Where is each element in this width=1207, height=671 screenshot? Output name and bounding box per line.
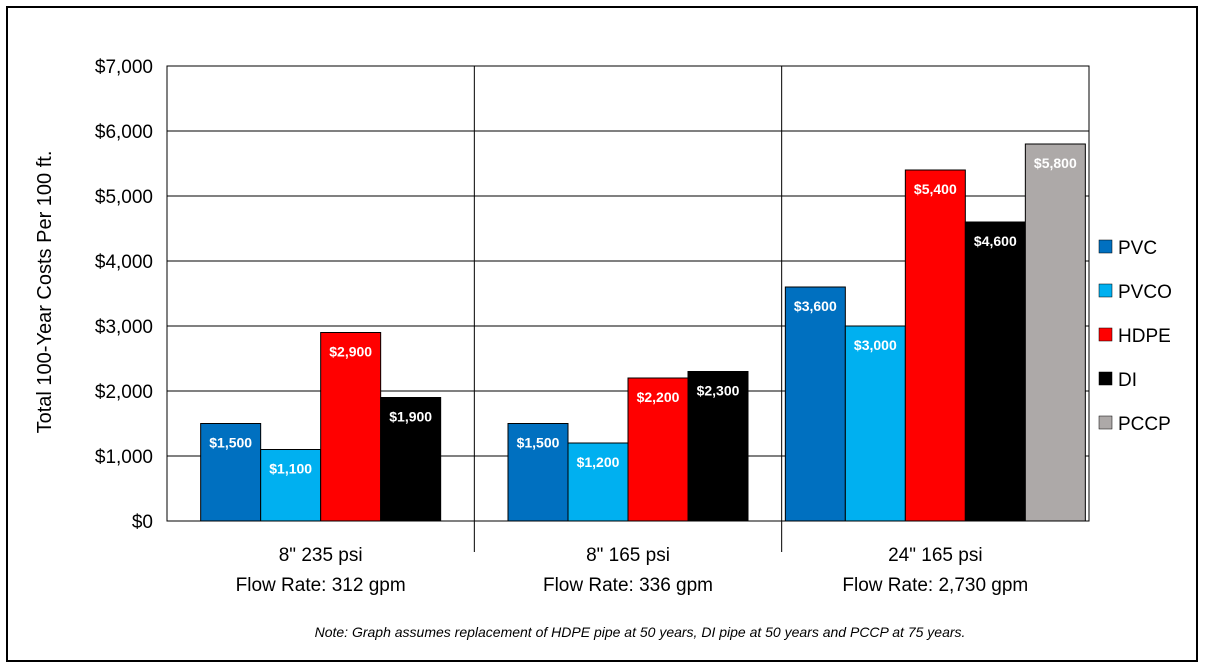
data-labels: $1,500 $1,100 $2,900 $1,900 $1,500 $1,200 $2,2… [209, 155, 1077, 477]
y-tick-label: $3,000 [95, 317, 153, 338]
y-tick-label: $5,000 [95, 187, 153, 208]
data-label: $3,000 [854, 337, 897, 353]
bar-hdpe [320, 332, 382, 522]
bar-di [380, 397, 442, 522]
x-category-label: 8" 165 psi [586, 545, 670, 566]
data-label: $1,500 [209, 435, 252, 451]
legend: PVC PVCO HDPE DI PCCP [1098, 238, 1172, 435]
y-tick-label: $4,000 [95, 252, 153, 273]
y-axis-label: Total 100-Year Costs Per 100 ft. [34, 151, 56, 434]
x-category-sublabel: Flow Rate: 312 gpm [236, 575, 406, 596]
bar-pvco [844, 325, 906, 522]
bar-pvco [260, 449, 322, 522]
data-label: $3,600 [794, 298, 837, 314]
y-axis-ticks: $0 $1,000 $2,000 $3,000 $4,000 $5,000 $6,000 $7… [95, 57, 153, 533]
bars [200, 143, 1086, 522]
data-label: $1,900 [389, 409, 432, 425]
chart-frame [6, 6, 1198, 662]
data-label: $4,600 [974, 233, 1017, 249]
bar-pvc [784, 286, 846, 522]
y-tick-label: $7,000 [95, 57, 153, 78]
legend-swatch-hdpe [1098, 327, 1113, 342]
legend-label-di: DI [1118, 370, 1137, 391]
data-label: $2,300 [697, 383, 740, 399]
bar-di [687, 371, 749, 522]
legend-label-hdpe: HDPE [1118, 326, 1171, 347]
legend-swatch-pvc [1098, 239, 1113, 254]
legend-swatch-pvco [1098, 283, 1113, 298]
legend-swatch-pccp [1098, 415, 1113, 430]
y-tick-label: $0 [132, 512, 153, 533]
data-label: $5,400 [914, 181, 957, 197]
data-label: $5,800 [1034, 155, 1077, 171]
x-category-label: 8" 235 psi [279, 545, 363, 566]
bar-di [964, 221, 1026, 522]
bar-pvc [507, 423, 569, 522]
y-tick-label: $1,000 [95, 447, 153, 468]
bar-pccp [1024, 143, 1086, 522]
x-category-sublabel: Flow Rate: 2,730 gpm [842, 575, 1028, 596]
data-label: $2,900 [329, 344, 372, 360]
bar-pvc [200, 423, 262, 522]
data-label: $1,500 [517, 435, 560, 451]
bar-hdpe [904, 169, 966, 522]
x-axis-categories: 8" 235 psi Flow Rate: 312 gpm 8" 165 psi Fl… [236, 545, 1029, 596]
data-label: $1,100 [269, 461, 312, 477]
legend-label-pvco: PVCO [1118, 282, 1172, 303]
x-category-sublabel: Flow Rate: 336 gpm [543, 575, 713, 596]
data-label: $2,200 [637, 389, 680, 405]
data-label: $1,200 [577, 454, 620, 470]
legend-label-pvc: PVC [1118, 238, 1157, 259]
x-category-label: 24" 165 psi [888, 545, 982, 566]
chart-note: Note: Graph assumes replacement of HDPE … [315, 624, 966, 640]
y-tick-label: $6,000 [95, 122, 153, 143]
legend-swatch-di [1098, 371, 1113, 386]
y-tick-label: $2,000 [95, 382, 153, 403]
legend-label-pccp: PCCP [1118, 414, 1171, 435]
